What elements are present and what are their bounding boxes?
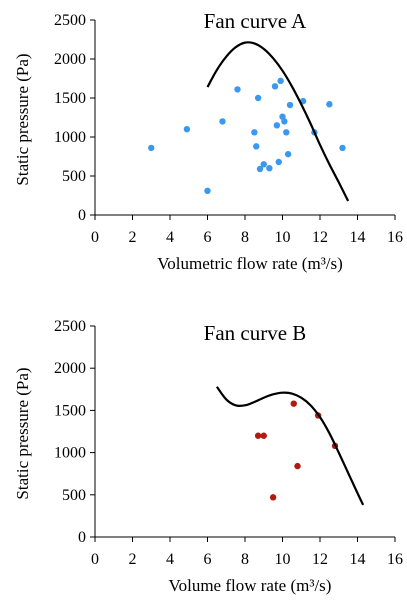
x-tick-label: 4: [166, 229, 174, 246]
y-tick-label: 0: [78, 529, 86, 546]
x-axis-title: Volume flow rate (m³/s): [169, 576, 332, 595]
data-point: [254, 432, 262, 439]
data-point: [266, 165, 273, 172]
y-tick-label: 2500: [54, 318, 86, 335]
x-tick-label: 14: [350, 229, 366, 246]
x-tick-label: 10: [275, 229, 291, 246]
data-point: [254, 94, 262, 102]
data-point: [234, 86, 241, 93]
y-tick-label: 2500: [54, 12, 86, 29]
x-tick-label: 0: [91, 229, 99, 246]
chart-panel-a: 0 500 1000 1500 2000 2500 0 2 4 6 8 10 12 14 16 Fan cur…: [13, 9, 403, 273]
x-tick-label: 2: [129, 551, 137, 568]
x-tick-label: 10: [275, 551, 291, 568]
fan-curve-line: [206, 41, 350, 202]
y-tick-label: 1000: [54, 129, 86, 146]
y-axis-title: Static pressure (Pa): [13, 367, 32, 499]
x-tick-label: 16: [387, 551, 403, 568]
x-axis-title: Volumetric flow rate (m³/s): [157, 254, 343, 273]
chart-panel-b: 0 500 1000 1500 2000 2500 0 2 4 6 8 10 12 14 16 Fan cur…: [13, 318, 403, 595]
x-tick-label: 12: [312, 551, 328, 568]
x-tick-label: 6: [204, 229, 212, 246]
data-point: [269, 494, 277, 501]
chart-title: Fan curve B: [204, 321, 307, 345]
fan-curve-line: [215, 386, 365, 506]
data-point: [281, 118, 288, 125]
y-tick-label: 1500: [54, 90, 86, 107]
data-point: [253, 143, 260, 150]
x-tick-label: 0: [91, 551, 99, 568]
chart-title: Fan curve A: [204, 9, 307, 33]
x-tick-label: 2: [129, 229, 137, 246]
data-point: [339, 144, 346, 152]
y-tick-label: 0: [78, 207, 86, 224]
data-point: [219, 118, 226, 125]
data-point: [273, 122, 281, 129]
data-point: [148, 144, 155, 152]
data-point: [284, 150, 292, 158]
x-tick-label: 6: [204, 551, 212, 568]
data-point: [260, 432, 267, 439]
x-tick-label: 12: [312, 229, 328, 246]
data-point: [251, 129, 258, 136]
data-point: [326, 101, 333, 108]
x-tick-label: 8: [241, 551, 249, 568]
x-tick-label: 4: [166, 551, 174, 568]
data-point: [271, 83, 279, 90]
data-point: [260, 161, 267, 168]
y-tick-label: 1500: [54, 402, 86, 419]
y-tick-label: 500: [62, 168, 86, 185]
data-point: [277, 77, 284, 85]
data-point: [256, 165, 264, 173]
x-tick-label: 16: [387, 229, 403, 246]
x-tick-label: 8: [241, 229, 249, 246]
data-point: [283, 129, 290, 136]
y-axis-title: Static pressure (Pa): [13, 53, 32, 185]
data-point: [286, 101, 294, 109]
y-tick-label: 1000: [54, 445, 86, 462]
data-point: [204, 187, 211, 195]
data-point: [183, 126, 191, 133]
data-point: [294, 462, 301, 470]
data-point: [275, 158, 282, 166]
y-tick-label: 500: [62, 487, 86, 504]
x-tick-label: 14: [350, 551, 366, 568]
y-tick-label: 2000: [54, 360, 86, 377]
y-tick-label: 2000: [54, 51, 86, 68]
data-point: [290, 400, 297, 407]
